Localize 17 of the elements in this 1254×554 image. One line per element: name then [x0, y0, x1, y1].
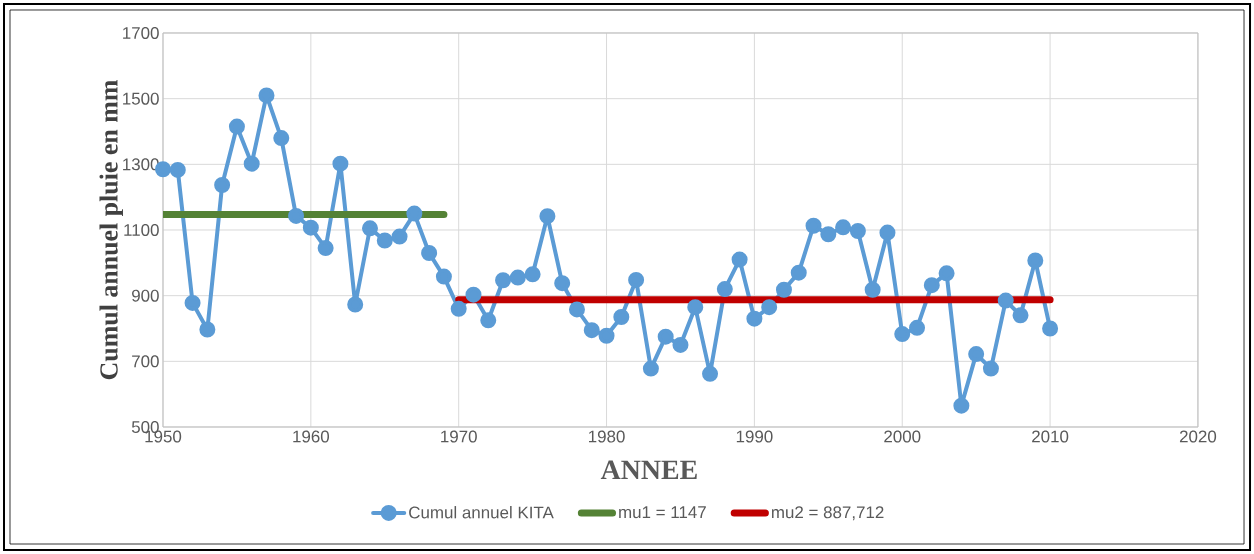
- legend-label: mu2 = 887,712: [771, 506, 884, 521]
- x-axis-title: ANNEE: [600, 460, 697, 479]
- x-tick-label: 1980: [589, 430, 625, 443]
- x-tick-label: 2000: [884, 430, 921, 443]
- y-tick-label: 1500: [123, 92, 159, 105]
- x-tick-label: 2010: [1032, 430, 1069, 443]
- x-tick-label: 1960: [293, 430, 330, 443]
- x-tick-label: 1970: [441, 430, 477, 443]
- x-tick-label: 1990: [736, 430, 773, 443]
- legend-label: Cumul annuel KITA: [409, 506, 554, 519]
- y-tick-label: 700: [132, 355, 159, 368]
- y-tick-label: 1700: [123, 27, 159, 39]
- x-tick-label: 2020: [1179, 430, 1217, 443]
- y-tick-label: 1100: [124, 224, 159, 236]
- y-axis-title: Cumul annuel pluie en mm: [99, 80, 123, 380]
- y-tick-label: 900: [132, 289, 159, 302]
- legend-label: mu1 = 1147: [619, 506, 706, 519]
